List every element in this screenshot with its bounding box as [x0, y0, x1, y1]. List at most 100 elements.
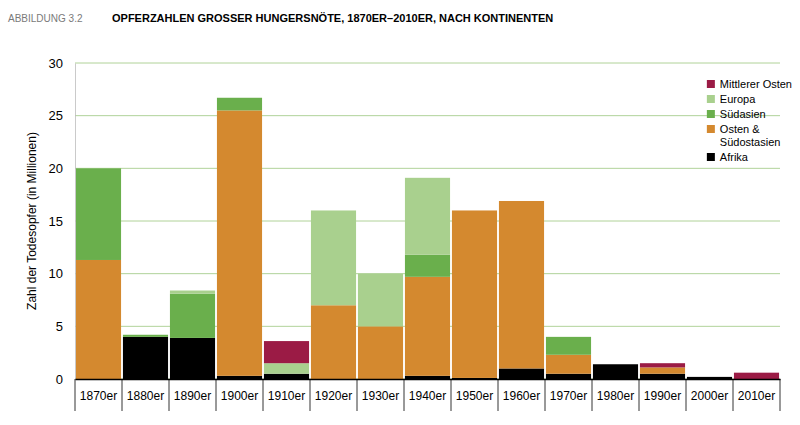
bar-segment [499, 200, 544, 201]
y-tick: 30 [49, 56, 75, 71]
category-separator [404, 379, 405, 411]
legend-swatch [707, 110, 715, 118]
category-separator [357, 379, 358, 411]
legend-item: Afrika [707, 151, 749, 163]
bar-segment [170, 290, 215, 291]
bar-segment [546, 337, 591, 355]
bar-segment [405, 178, 450, 255]
legend-swatch [707, 125, 715, 133]
bar-segment [734, 373, 779, 379]
bar-segment [687, 376, 732, 377]
bar-segment [640, 363, 685, 367]
bar-segment [499, 368, 544, 379]
bar-segment [452, 210, 497, 211]
x-axis-line [76, 379, 781, 381]
bar-segment [76, 168, 121, 260]
x-tick: 1920er [315, 379, 352, 403]
x-tick: 1960er [503, 379, 540, 403]
legend-label: Europa [720, 93, 756, 105]
legend: Mittlerer Osten Europa Südasien Osten &Südo… [707, 78, 792, 163]
y-tick: 20 [49, 161, 75, 176]
legend-item: Osten &Südostasien [707, 123, 781, 148]
y-tick-label: 5 [56, 319, 63, 334]
series [76, 110, 685, 379]
x-tick: 1980er [597, 379, 634, 403]
x-tick-label: 1990er [644, 389, 681, 403]
grid-line [75, 63, 780, 64]
x-tick-label: 1940er [409, 389, 446, 403]
x-tick-label: 1960er [503, 389, 540, 403]
x-axis: 1870er1880er1890er1900er1910er1920er1930… [76, 379, 781, 403]
bar-segment [687, 376, 732, 377]
y-tick: 15 [49, 214, 75, 229]
category-separator [639, 379, 640, 411]
bar-segment [76, 168, 121, 169]
bar-segment [311, 210, 356, 211]
x-tick-label: 1950er [456, 389, 493, 403]
category-separator [451, 379, 452, 411]
bar-segment [640, 367, 685, 373]
y-axis: 051015202530 [49, 56, 76, 387]
y-tick: 10 [49, 266, 75, 281]
category-separator [686, 379, 687, 411]
bar-segment [593, 364, 638, 365]
bar-segment [217, 98, 262, 111]
y-tick-label: 30 [49, 56, 63, 71]
category-separator [216, 379, 217, 411]
bar-segment [217, 97, 262, 98]
bar-segment [546, 374, 591, 379]
x-tick: 1950er [456, 379, 493, 403]
category-separator [545, 379, 546, 411]
grid [75, 63, 780, 379]
bar-segment [264, 363, 309, 374]
y-tick-label: 10 [49, 266, 63, 281]
category-separator [122, 379, 123, 411]
bar-segment [593, 364, 638, 379]
category-separator [780, 379, 781, 411]
bar-segment [311, 305, 356, 379]
bar-segment [593, 364, 638, 365]
legend-swatch [707, 80, 715, 88]
bar-segment [452, 210, 497, 211]
x-tick: 1870er [80, 379, 117, 403]
bar-segment [76, 260, 121, 379]
bar-segment [546, 336, 591, 337]
legend-label: Mittlerer Osten [720, 78, 792, 90]
category-separator [263, 379, 264, 411]
bar-segment [687, 376, 732, 377]
legend-swatch [707, 153, 715, 161]
category-separator [75, 379, 76, 411]
bar-segment [405, 277, 450, 376]
x-tick-label: 2010er [738, 389, 775, 403]
y-tick: 5 [56, 319, 75, 334]
category-separators [75, 379, 780, 411]
bar-segment [593, 364, 638, 365]
bar-segment [123, 335, 168, 337]
x-tick: 1890er [174, 379, 211, 403]
bar-segment [123, 334, 168, 335]
x-tick-label: 1980er [597, 389, 634, 403]
bar-segment [170, 338, 215, 379]
bar-segment [358, 273, 403, 274]
bar-segment [499, 201, 544, 368]
bar-segment [687, 376, 732, 377]
bar-segment [640, 374, 685, 379]
x-tick: 1930er [362, 379, 399, 403]
bar-segment [76, 168, 121, 169]
x-tick-label: 1870er [80, 389, 117, 403]
x-tick: 2010er [738, 379, 775, 403]
legend-swatch [707, 95, 715, 103]
bar-segment [499, 200, 544, 201]
x-tick: 1990er [644, 379, 681, 403]
y-axis-title: Zahl der Todesopfer (in Millionen) [25, 132, 39, 310]
bar-segment [546, 336, 591, 337]
bar-segment [217, 97, 262, 98]
bar-segment [264, 374, 309, 379]
y-tick: 25 [49, 108, 75, 123]
figure-number: ABBILDUNG 3.2 [8, 13, 83, 24]
legend-label: Osten &Südostasien [720, 123, 781, 148]
category-separator [592, 379, 593, 411]
legend-item: Südasien [707, 108, 766, 120]
series [76, 98, 591, 355]
category-separator [169, 379, 170, 411]
